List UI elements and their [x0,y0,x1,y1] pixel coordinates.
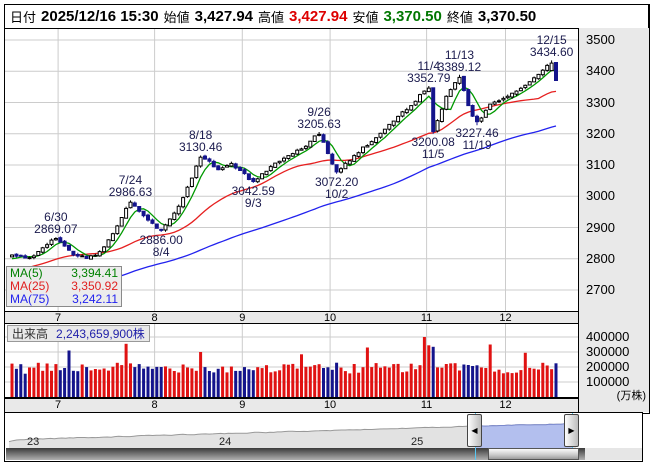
ma-legend: MA(5) 3,394.41 MA(25) 3,350.92 MA(75) 3,… [6,266,122,307]
range-handle-right-button[interactable]: ▶ [564,414,579,447]
ma25-value: 3,350.92 [71,279,118,293]
price-tick-3400: 3400 [586,63,615,79]
volume-total-label: 出来高 2,243,659,900株 [7,325,150,342]
ma75-row: MA(75) 3,242.11 [7,293,121,306]
open-value: 3,427.94 [194,8,254,25]
scrollbar-track[interactable] [6,448,585,460]
high-value: 3,427.94 [289,8,348,25]
close-label: 終値 [446,10,473,25]
annotation-11-13: 11/13 3389.12 [437,47,482,74]
year-label-24: 24 [219,436,232,448]
navigator-selection[interactable] [475,413,572,447]
price-tick-3000: 3000 [586,188,615,204]
date-value: 2025/12/16 15:30 [41,8,159,25]
month-label-10: 10 [323,399,337,411]
low-label: 安値 [352,10,379,25]
ma25-line [11,90,557,273]
price-tick-2700: 2700 [586,282,615,297]
month-label-8: 8 [151,399,158,411]
volume-month-axis: 7 8 9 10 11 12 [5,398,578,413]
scrollbar-right-fill [585,448,642,460]
volume-unit-label: (万株) [616,390,646,402]
volume-title: 出来高 [12,327,49,341]
up-candle-wicks [11,60,553,260]
annotation-8-18: 8/18 3130.46 [178,128,223,155]
range-navigator: ◀ ▶ 23 24 25 [4,412,643,462]
open-label: 始値 [163,10,190,25]
price-tick-3100: 3100 [586,157,615,172]
month-label-7: 7 [55,399,62,411]
price-axis-panel: 3500 3400 3300 3200 3100 3000 2900 2800 2700 [578,28,649,323]
month-label-8: 8 [151,312,158,324]
annotation-11-4: 11/4 3352.79 [407,59,451,86]
price-tick-3300: 3300 [586,94,615,110]
year-label-25: 25 [411,436,424,448]
annotation-6-30: 6/30 2869.07 [34,210,78,237]
close-value: 3,370.50 [477,8,537,25]
volume-tick-200000: 200000 [586,359,630,374]
volume-canvas [5,324,578,399]
ma5-line [11,69,557,260]
annotation-9-3: 3042.59 9/3 [231,183,275,210]
ma5-label: MA(5) [10,266,43,280]
ma75-label: MA(75) [10,292,50,306]
ma5-value: 3,394.41 [71,266,118,280]
year-label-23: 23 [27,436,40,448]
high-label: 高値 [258,10,285,25]
month-label-10: 10 [323,312,337,324]
annotation-11-19: 3227.46 11/19 [455,126,499,153]
month-label-12: 12 [499,399,512,411]
price-chart-month-axis: 7 8 9 10 11 12 [5,311,578,324]
volume-axis-panel: 400000 300000 200000 100000 (万株) [578,323,649,412]
down-volume-bars [14,346,558,397]
price-tick-2800: 2800 [586,250,615,266]
month-label-11: 11 [420,399,433,411]
ma75-value: 3,242.11 [72,292,118,306]
annotation-7-24: 7/24 2986.63 [108,173,153,200]
month-label-9: 9 [239,399,246,411]
volume-tick-300000: 300000 [586,344,630,359]
volume-value: 2,243,659,900株 [56,327,145,341]
up-candles [10,62,554,260]
ma25-row: MA(25) 3,350.92 [7,280,121,293]
volume-tick-400000: 400000 [586,329,630,344]
ma25-label: MA(25) [10,279,50,293]
month-label-7: 7 [55,312,62,324]
price-tick-2900: 2900 [586,219,615,235]
price-tick-3200: 3200 [586,125,615,141]
range-handle-left-button[interactable]: ◀ [467,414,482,447]
low-value: 3,370.50 [383,8,442,25]
down-candle-wicks [15,62,557,259]
scrollbar-thumb[interactable] [488,448,579,460]
annotation-12-15: 12/15 3434.60 [529,33,574,60]
date-label: 日付 [10,10,37,25]
ohlc-info-bar: 日付 2025/12/16 15:30 始値 3,427.94 高値 3,427… [4,4,649,29]
annotation-8-4: 2886.00 8/4 [139,232,183,259]
month-label-12: 12 [499,312,512,324]
annotation-10-2: 3072.20 10/2 [314,174,359,201]
up-volume-bars [10,337,554,397]
month-label-9: 9 [239,312,246,324]
down-candles [14,62,558,259]
annotation-9-26: 9/26 3205.63 [297,105,341,131]
ma5-row: MA(5) 3,394.41 [7,267,121,280]
month-label-11: 11 [420,312,433,324]
volume-tick-100000: 100000 [586,374,630,389]
annotation-11-5: 3200.08 11/5 [411,134,455,161]
price-tick-3500: 3500 [586,32,615,47]
